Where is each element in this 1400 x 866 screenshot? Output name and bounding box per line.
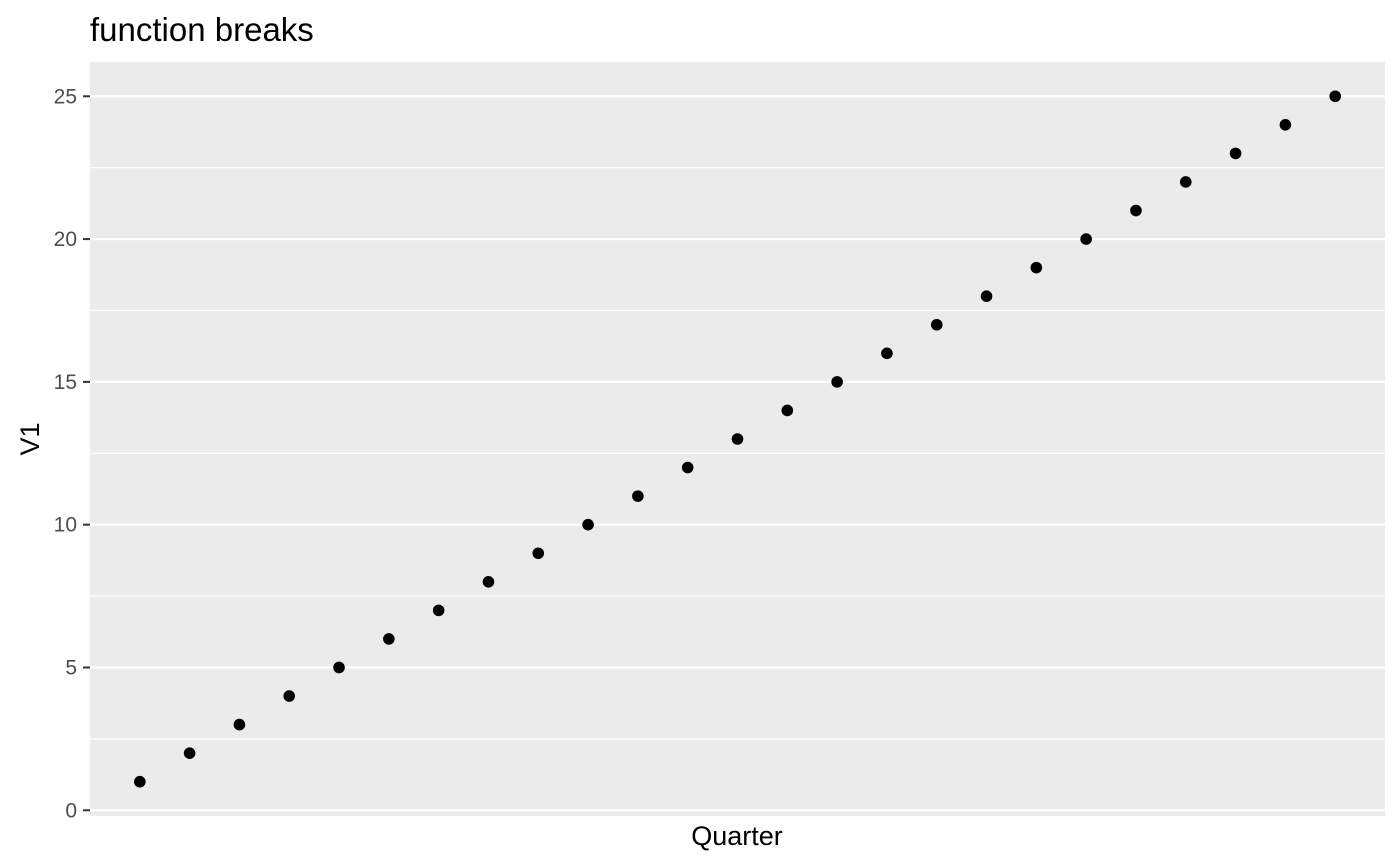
data-point xyxy=(432,604,445,617)
x-axis-title: Quarter xyxy=(691,821,783,851)
data-point xyxy=(1179,176,1192,188)
data-point xyxy=(831,376,843,388)
data-point xyxy=(1279,119,1292,131)
y-tick-label: 5 xyxy=(65,656,77,679)
y-axis-title: V1 xyxy=(15,422,45,455)
y-tick-label: 15 xyxy=(54,371,77,394)
data-point xyxy=(283,690,296,702)
chart-title: function breaks xyxy=(90,11,314,48)
data-point xyxy=(1030,261,1043,274)
data-point xyxy=(930,318,943,331)
data-point xyxy=(980,290,993,302)
data-point xyxy=(582,518,594,531)
data-point xyxy=(881,347,893,360)
y-tick-label: 20 xyxy=(54,228,77,251)
data-point xyxy=(383,633,395,645)
data-points xyxy=(134,90,1341,788)
data-point xyxy=(1229,147,1242,160)
y-tick-label: 25 xyxy=(54,85,77,108)
data-point xyxy=(183,747,196,759)
y-tick-label: 0 xyxy=(65,799,77,822)
data-point xyxy=(781,404,794,417)
data-point xyxy=(681,461,694,474)
data-point xyxy=(233,718,246,731)
data-point xyxy=(1329,90,1341,103)
data-point xyxy=(731,433,744,445)
y-tick-label: 10 xyxy=(54,514,77,537)
data-point xyxy=(532,547,545,560)
data-point xyxy=(1080,233,1092,245)
data-point xyxy=(134,775,146,788)
data-point xyxy=(1130,204,1142,217)
data-point xyxy=(482,576,495,588)
data-point xyxy=(632,490,644,502)
y-axis-ticks: 0 5 10 15 20 25 xyxy=(54,85,90,822)
major-gridlines xyxy=(90,95,1385,812)
data-point xyxy=(333,661,345,674)
minor-gridlines xyxy=(90,167,1385,740)
